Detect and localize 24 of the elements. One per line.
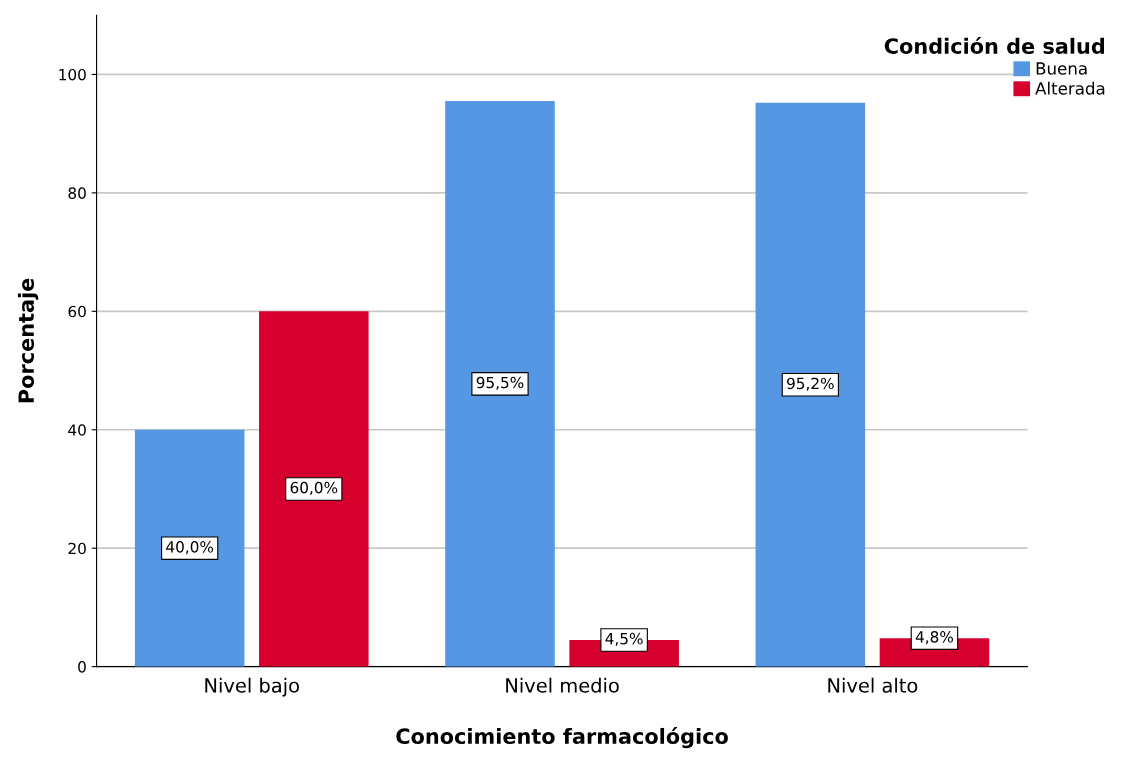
data-label: 4,8% bbox=[915, 631, 954, 645]
data-label: 4,5% bbox=[605, 632, 643, 646]
y-tick-label: 0 bbox=[78, 661, 86, 673]
bar bbox=[259, 311, 369, 667]
bar bbox=[134, 429, 245, 667]
legend-label: Alterada bbox=[1035, 81, 1105, 95]
data-label: 95,2% bbox=[787, 377, 834, 391]
y-tick-label: 40 bbox=[68, 424, 86, 436]
y-axis-title: Porcentaje bbox=[17, 278, 39, 403]
bar bbox=[755, 102, 866, 667]
data-label: 95,5% bbox=[476, 376, 524, 390]
x-tick-label: Nivel medio bbox=[506, 677, 619, 693]
y-tick-label: 60 bbox=[68, 305, 86, 318]
x-axis-title: Conocimiento farmacológico bbox=[396, 727, 728, 749]
data-label: 60,0% bbox=[290, 481, 338, 495]
x-tick-label: Nivel alto bbox=[828, 677, 918, 693]
bar bbox=[445, 101, 555, 667]
x-tick-label: Nivel bajo bbox=[205, 677, 299, 697]
data-label: 40,0% bbox=[166, 541, 214, 555]
legend-label: Buena bbox=[1036, 62, 1087, 75]
y-tick-label: 100 bbox=[59, 68, 86, 81]
y-tick-label: 80 bbox=[68, 187, 86, 199]
y-tick-label: 20 bbox=[68, 542, 86, 555]
legend-title: Condición de salud bbox=[884, 37, 1105, 54]
